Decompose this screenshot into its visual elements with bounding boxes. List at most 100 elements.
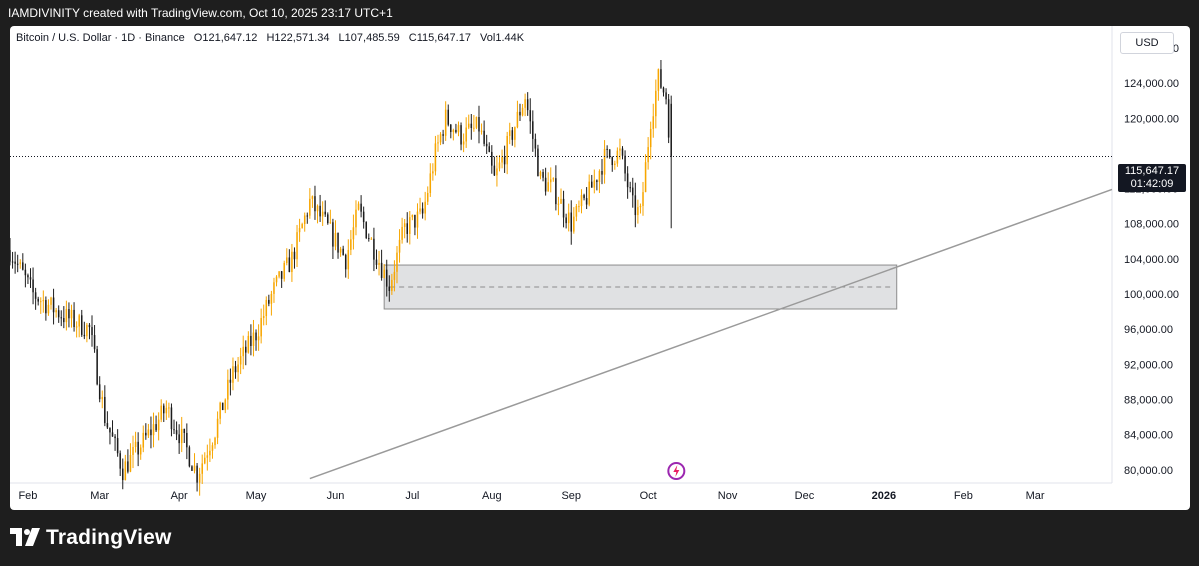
candle-body <box>511 130 514 140</box>
candle-body <box>104 396 106 424</box>
candle-body <box>168 407 170 409</box>
candle-body <box>342 248 344 255</box>
price-chart[interactable]: 128,000.00124,000.00120,000.00112,000.00… <box>10 26 1190 510</box>
candle-body <box>444 109 447 136</box>
candle-body <box>347 249 350 270</box>
event-marker-icon[interactable] <box>667 462 686 480</box>
candle-body <box>88 324 91 328</box>
candle-body <box>152 424 155 436</box>
candle-body <box>665 92 667 100</box>
candle-body <box>524 99 526 108</box>
chart-legend: Bitcoin / U.S. Dollar · 1D · Binance O12… <box>16 32 530 44</box>
candle-body <box>265 299 268 317</box>
candle-body <box>311 196 314 199</box>
candle-body <box>124 461 127 481</box>
candle-body <box>414 214 416 228</box>
candle-body <box>403 223 406 227</box>
candle-body <box>221 402 224 411</box>
candle-body <box>532 121 534 139</box>
currency-button[interactable]: USD <box>1120 32 1174 54</box>
candle-body <box>498 162 501 169</box>
candle-body <box>73 309 75 327</box>
time-tick-label: Sep <box>561 490 581 502</box>
trendline[interactable] <box>309 188 1113 480</box>
candle-body <box>649 128 652 148</box>
candle-body <box>63 318 65 323</box>
candle-body <box>329 222 332 224</box>
candle-body <box>539 172 542 177</box>
candle-body <box>608 149 611 158</box>
candle-body <box>460 125 462 145</box>
candle-body <box>516 111 519 128</box>
candle-body <box>57 310 60 318</box>
candle-body <box>629 187 631 189</box>
candle-body <box>598 171 601 182</box>
candle-body <box>662 87 665 93</box>
candle-body <box>565 217 567 224</box>
candle-body <box>611 157 614 166</box>
chart-panel[interactable]: 128,000.00124,000.00120,000.00112,000.00… <box>10 26 1190 510</box>
candle-body <box>450 124 452 133</box>
candle-body <box>432 171 434 174</box>
candle-body <box>219 402 221 419</box>
candle-body <box>237 364 239 373</box>
price-tick-label: 108,000.00 <box>1124 219 1179 231</box>
candle-body <box>391 279 393 291</box>
candle-body <box>52 297 55 313</box>
candle-body <box>96 349 98 385</box>
candle-body <box>147 429 150 436</box>
candle-body <box>134 441 137 448</box>
candle-body <box>327 214 329 224</box>
candle-body <box>396 252 398 272</box>
candle-body <box>180 428 183 444</box>
candle-body <box>50 297 52 305</box>
candle-body <box>324 211 326 215</box>
time-tick-label: Oct <box>640 490 657 502</box>
candle-body <box>373 238 375 260</box>
time-tick-label: Apr <box>171 490 188 502</box>
candle-body <box>16 263 19 265</box>
candle-body <box>621 148 624 156</box>
candle-body <box>283 262 285 279</box>
candle-body <box>234 366 237 373</box>
candle-body <box>93 335 96 350</box>
candle-body <box>388 286 391 291</box>
candle-body <box>637 207 639 216</box>
candle-body <box>298 228 301 233</box>
candle-body <box>383 269 385 278</box>
candle-body <box>293 251 296 260</box>
candle-body <box>521 107 524 116</box>
candle-body <box>157 419 160 431</box>
candle-body <box>260 317 262 337</box>
candle-body <box>439 134 442 143</box>
candle-body <box>314 196 316 212</box>
candle-body <box>506 135 508 165</box>
candle-body <box>170 407 173 430</box>
candle-body <box>434 143 437 172</box>
last-price-tag: 115,647.17 01:42:09 <box>1118 164 1186 192</box>
candle-body <box>442 134 444 136</box>
candle-body <box>175 430 178 435</box>
candle-body <box>552 178 555 180</box>
candle-body <box>214 437 216 446</box>
candle-body <box>255 332 257 341</box>
lightning-icon <box>673 465 680 477</box>
candle-body <box>542 172 544 178</box>
candle-body <box>555 178 557 205</box>
candle-body <box>660 69 662 88</box>
candle-body <box>193 465 196 471</box>
candle-body <box>488 146 491 152</box>
price-tick-label: 84,000.00 <box>1124 430 1173 442</box>
candle-body <box>503 157 506 165</box>
candle-body <box>585 198 588 205</box>
candle-body <box>508 130 511 136</box>
candle-body <box>344 254 347 270</box>
symbol-label[interactable]: Bitcoin / U.S. Dollar · 1D · Binance <box>16 32 185 44</box>
candle-body <box>560 198 562 204</box>
candle-body <box>480 130 483 132</box>
candle-body <box>596 180 598 182</box>
candle-body <box>483 130 485 144</box>
support-zone[interactable] <box>383 264 898 310</box>
candle-body <box>55 310 57 313</box>
candle-body <box>562 198 565 218</box>
